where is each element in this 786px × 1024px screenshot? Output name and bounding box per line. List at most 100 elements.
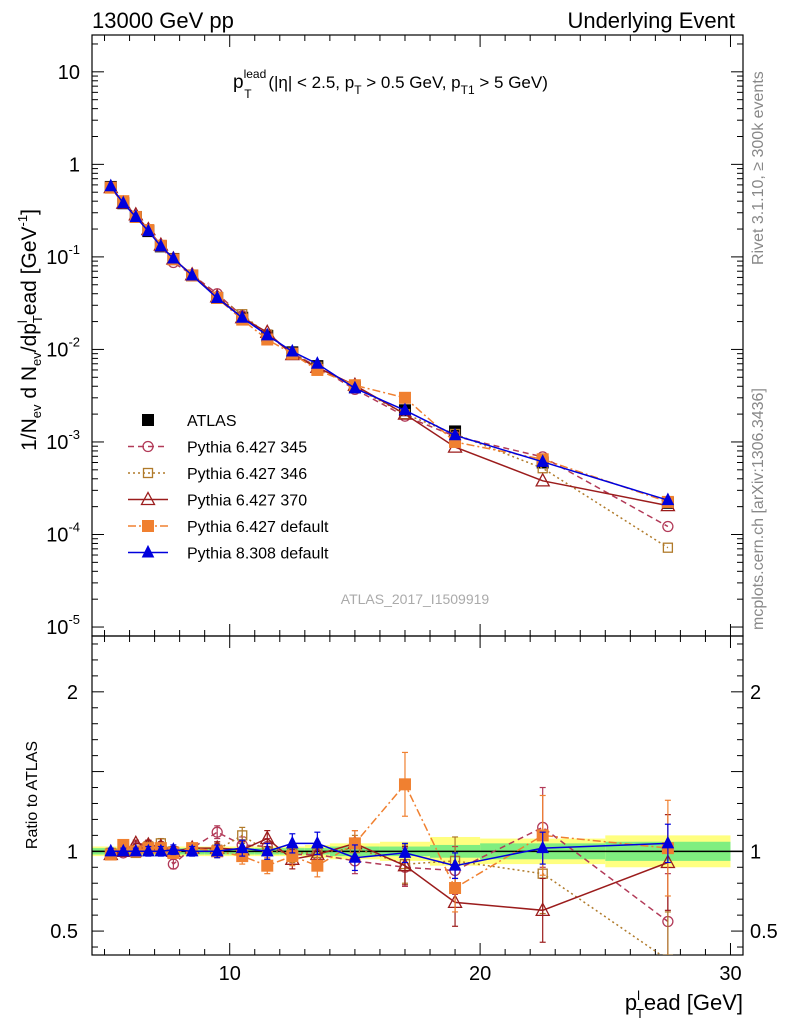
xlabel-sup: l (637, 988, 640, 1003)
data-point (210, 290, 224, 303)
x-tick-label: 20 (469, 963, 491, 985)
ylabel-d: ead [GeV (18, 226, 41, 315)
ratio-point (662, 954, 674, 955)
y-tick-exp: -5 (68, 612, 80, 627)
y-tick-base: 10 (46, 617, 68, 639)
annotation-sub: T (244, 87, 252, 101)
ratio-line (110, 782, 668, 890)
data-point (167, 250, 180, 264)
side-rivet: Rivet 3.1.10, ≥ 300k events (750, 71, 767, 265)
legend-label: Pythia 8.308 default (187, 546, 329, 563)
ratio-point (154, 843, 168, 857)
ratio-point (210, 843, 224, 857)
ratio-point (235, 840, 249, 854)
legend-label: Pythia 6.427 345 (187, 440, 307, 457)
y-tick-label-right: 2 (750, 682, 761, 704)
y-tick-label: 10-4 (46, 519, 80, 546)
annotation-rest1: (|η| < 2.5, p (264, 73, 355, 92)
x-tick-label: 10 (219, 963, 241, 985)
y-tick-label: 10-3 (46, 427, 80, 454)
ratio-point (448, 858, 462, 871)
watermark: ATLAS_2017_I1509919 (341, 591, 490, 607)
series-pythia-6-427-370 (103, 179, 676, 512)
series-pythia-6-427-default (104, 181, 674, 508)
ratio-point (397, 857, 413, 872)
data-series (92, 178, 743, 955)
ratio-point (311, 835, 324, 849)
legend-label: ATLAS (187, 413, 237, 430)
header-left: 13000 GeV pp (92, 8, 234, 33)
ratio-frame (91, 635, 744, 956)
ratio-series-pythia-6-427-345 (105, 786, 674, 955)
ratio-point (398, 845, 412, 858)
xlabel-rest: ead [GeV] (644, 990, 743, 1015)
data-point (235, 310, 249, 323)
series-pythia-8-308-default (104, 178, 675, 506)
ratio-point (261, 859, 274, 872)
ratio-point (661, 835, 675, 849)
annotation-rest2: > 0.5 GeV, p (362, 73, 461, 92)
xlabel-p: p (625, 990, 637, 1015)
ratio-point (185, 843, 199, 857)
legend-label: Pythia 6.427 370 (187, 493, 307, 510)
annotation-sub3: T1 (461, 83, 475, 97)
data-point (661, 492, 675, 506)
ratio-point (211, 826, 223, 838)
y-tick-label: 1 (67, 841, 78, 863)
y-tick-base: 10 (46, 247, 68, 269)
ylabel-b: d N (18, 366, 41, 405)
y-axis-label-main: 1/Nev d Nev/dplTead [GeV-1] (15, 209, 45, 451)
legend-marker (142, 440, 154, 453)
y-tick-label: 1 (69, 154, 80, 176)
legend-marker (140, 491, 156, 506)
legend-marker (142, 520, 154, 532)
legend-label: Pythia 6.427 346 (187, 466, 307, 483)
legend-item-pythia-6-427-370: Pythia 6.427 370 (128, 491, 307, 510)
data-point (185, 267, 199, 281)
data-point (129, 209, 143, 222)
ratio-point (449, 882, 462, 895)
y-tick-label: 0.5 (50, 921, 78, 943)
legend: ATLAS Pythia 6.427 345 Pythia 6.427 346 Pyt… (128, 413, 329, 563)
data-point (348, 380, 362, 394)
ratio-point (116, 843, 130, 857)
y-tick-label-right: 0.5 (750, 921, 778, 943)
annotation-rest3: > 5 GeV) (475, 73, 548, 92)
data-point (662, 520, 674, 533)
data-point (311, 356, 324, 369)
legend-item-pythia-6-427-default: Pythia 6.427 default (128, 519, 329, 536)
y-tick-base: 10 (46, 432, 68, 454)
ratio-point (104, 843, 118, 857)
y-tick-base: 10 (58, 62, 80, 84)
legend-label: Pythia 6.427 default (187, 519, 329, 536)
y-tick-label: 10 (58, 62, 80, 84)
y-tick-base: 10 (46, 524, 68, 546)
ylabel-c-sub: T (30, 315, 45, 323)
data-point (154, 238, 168, 252)
data-point (398, 402, 412, 416)
ylabel-a-sub: ev (29, 404, 44, 418)
ratio-series-pythia-6-427-370 (103, 814, 676, 943)
y-tick-label-right: 1 (750, 841, 761, 863)
plot-frames (91, 34, 744, 956)
series-line (110, 187, 669, 507)
ylabel-e: ] (18, 209, 41, 215)
header-right: Underlying Event (567, 8, 735, 33)
ratio-point (285, 835, 299, 849)
data-point (398, 391, 411, 404)
y-tick-label: 10-5 (46, 612, 80, 639)
legend-marker (141, 544, 155, 558)
x-tick-label: 30 (719, 963, 741, 985)
data-point (260, 327, 274, 341)
y-tick-label: 10-2 (46, 334, 80, 361)
ylabel-b-sub: ev (29, 352, 44, 366)
ratio-point (536, 840, 550, 854)
data-point (536, 454, 550, 467)
ratio-point (129, 843, 143, 857)
data-point (142, 223, 155, 237)
data-point (116, 195, 130, 209)
ylabel-d-sup: -1 (15, 215, 30, 227)
ratio-point (311, 859, 324, 872)
ratio-point (535, 901, 551, 916)
